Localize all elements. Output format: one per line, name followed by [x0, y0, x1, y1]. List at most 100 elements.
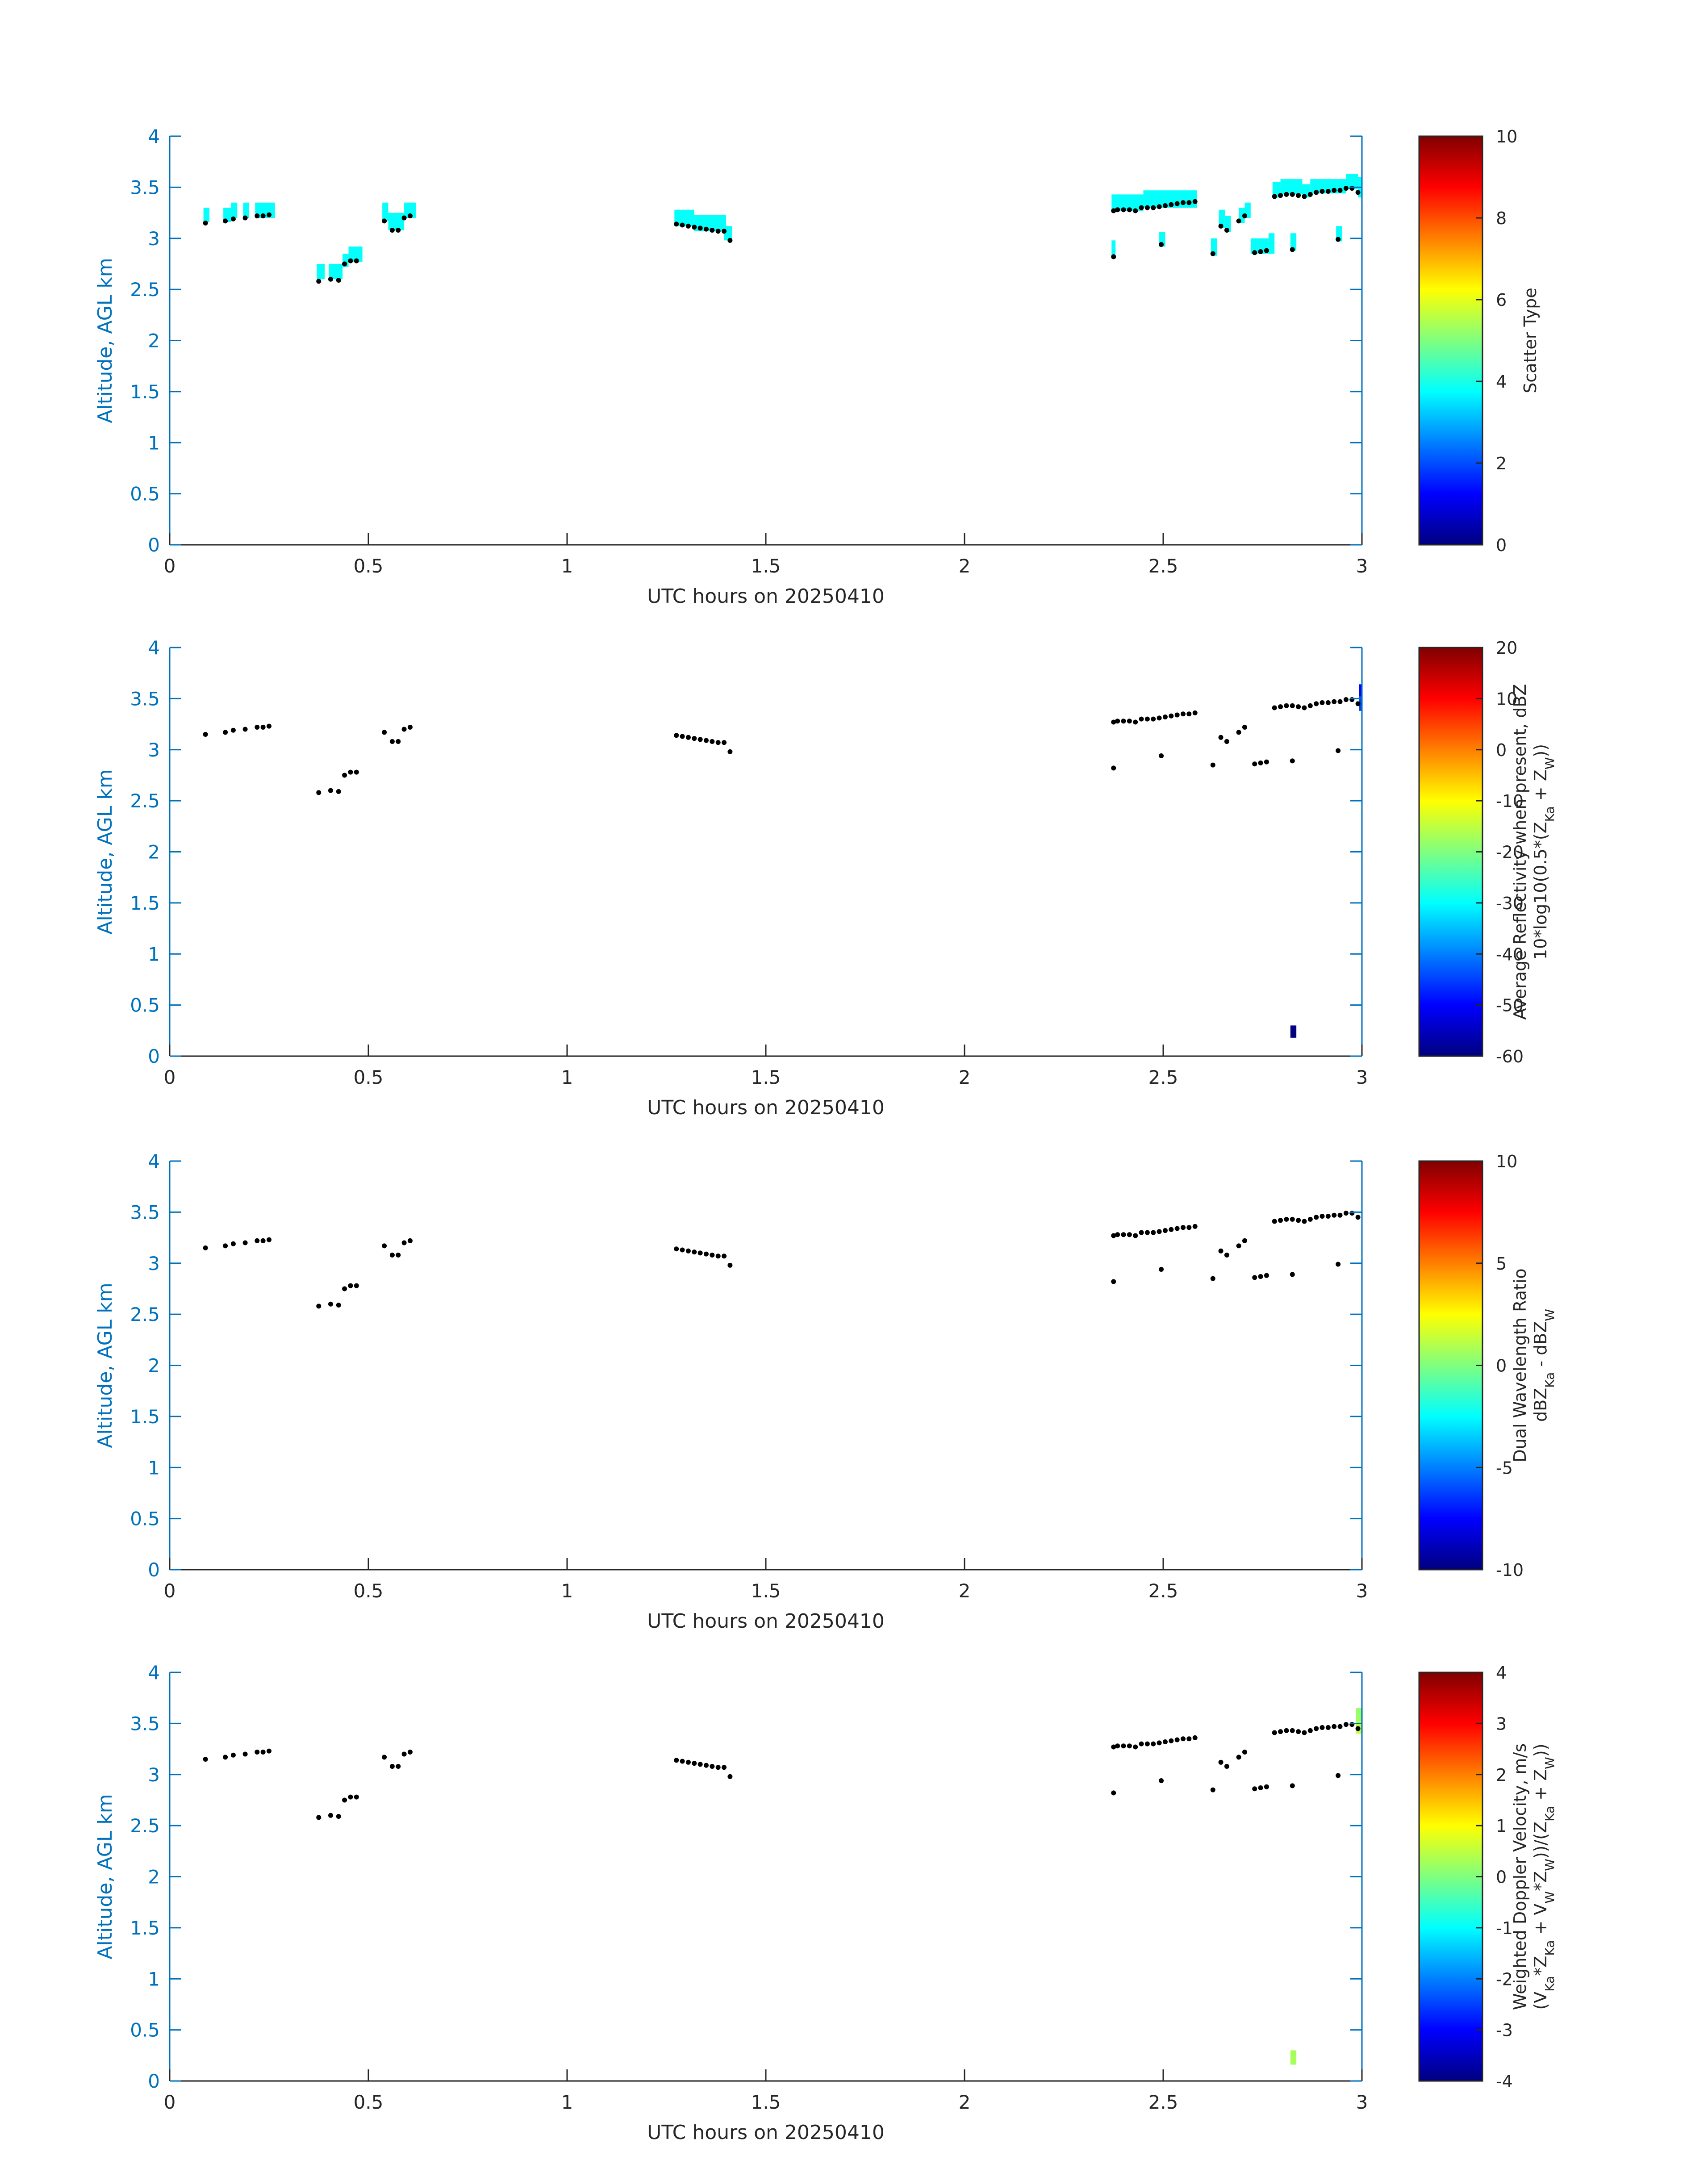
x-tick-label: 0.5	[354, 555, 384, 577]
cloud-base-point	[396, 1763, 401, 1769]
cloud-base-point	[1127, 1743, 1132, 1749]
cloud-base-point	[348, 769, 353, 775]
cloud-base-point	[1296, 704, 1301, 710]
cloud-base-point	[1181, 1225, 1186, 1230]
cloud-base-point	[1332, 699, 1337, 704]
cloud-base-point	[692, 736, 697, 741]
cloud-base-point	[685, 735, 691, 740]
cloud-base-point	[1224, 739, 1229, 744]
cloud-base-point	[1284, 1728, 1289, 1733]
cloud-base-point	[316, 279, 322, 284]
cloud-base-point	[1186, 1736, 1192, 1742]
cloud-base-point	[1133, 1744, 1138, 1750]
y-tick-label: 1	[148, 432, 160, 454]
heatmap-cell	[1290, 233, 1297, 251]
cloud-base-point	[1302, 1730, 1307, 1735]
x-tick-label: 1	[561, 2091, 573, 2113]
y-tick-label: 0	[148, 2070, 160, 2092]
cloud-base-point	[1169, 713, 1174, 719]
cloud-base-point	[1337, 1212, 1343, 1218]
cloud-base-point	[1111, 208, 1116, 213]
cloud-base-point	[1332, 1212, 1337, 1218]
cloud-base-point	[230, 1241, 236, 1246]
cloud-base-point	[727, 238, 733, 243]
cloud-base-point	[1115, 207, 1120, 213]
cloud-base-point	[1272, 194, 1277, 199]
colorbar-tick-label: -10	[1496, 791, 1524, 811]
cloud-base-point	[1144, 205, 1150, 210]
cloud-base-point	[1343, 186, 1349, 191]
cloud-base-point	[336, 789, 341, 794]
cloud-base-point	[389, 227, 395, 233]
y-axis-label: Altitude, AGL km	[94, 769, 117, 934]
x-tick-label: 2.5	[1148, 2091, 1178, 2113]
cloud-base-point	[1355, 1726, 1361, 1731]
cloud-base-point	[722, 740, 727, 745]
cloud-base-point	[230, 727, 236, 733]
y-tick-label: 2	[148, 330, 160, 352]
y-tick-label: 1.5	[130, 1406, 160, 1428]
x-axis-label: UTC hours on 20250410	[647, 2121, 885, 2144]
y-tick-label: 1.5	[130, 381, 160, 403]
y-tick-label: 3	[148, 1764, 160, 1786]
x-tick-label: 0	[164, 1580, 176, 1602]
cloud-base-point	[1290, 1272, 1295, 1277]
y-tick-label: 2	[148, 1866, 160, 1888]
y-tick-label: 4	[148, 1662, 160, 1684]
cloud-base-point	[348, 258, 353, 263]
colorbar-tick-label: -60	[1496, 1047, 1524, 1066]
cloud-base-point	[1336, 237, 1341, 242]
cloud-base-point	[1111, 1279, 1116, 1284]
cloud-base-point	[1151, 716, 1156, 722]
y-tick-label: 3	[148, 739, 160, 761]
cloud-base-point	[692, 225, 697, 230]
y-tick-label: 3.5	[130, 1201, 160, 1223]
cloud-base-point	[1236, 1243, 1241, 1249]
cloud-base-point	[1290, 1783, 1295, 1788]
y-tick-label: 1	[148, 1457, 160, 1479]
cloud-base-point	[1320, 1214, 1325, 1219]
y-tick-label: 3	[148, 228, 160, 250]
cloud-base-point	[1121, 207, 1126, 213]
cloud-base-point	[1320, 700, 1325, 706]
cloud-base-point	[1302, 1219, 1307, 1224]
cloud-base-point	[1336, 1773, 1341, 1778]
cloud-base-point	[1325, 189, 1331, 194]
cloud-base-point	[1258, 1785, 1263, 1790]
cloud-base-point	[223, 730, 228, 735]
x-tick-label: 0.5	[354, 2091, 384, 2113]
cloud-base-point	[1192, 710, 1198, 715]
cloud-base-point	[1258, 1274, 1263, 1279]
colorbar-tick-label: -4	[1496, 2072, 1513, 2091]
heatmap-cell	[1111, 240, 1116, 259]
heatmap-cell	[1219, 209, 1225, 228]
cloud-base-point	[1343, 1211, 1349, 1216]
cloud-base-point	[389, 1763, 395, 1769]
heatmap-cell	[223, 208, 231, 222]
cloud-base-point	[674, 733, 679, 738]
cloud-base-point	[1336, 748, 1341, 753]
cloud-base-point	[401, 727, 407, 732]
cloud-base-point	[722, 1254, 727, 1259]
cloud-base-point	[1151, 1230, 1156, 1235]
y-tick-label: 2	[148, 841, 160, 863]
cloud-base-point	[680, 222, 685, 228]
colorbar-label-line-2: dBZKa - dBZW	[1531, 1309, 1557, 1422]
cloud-base-point	[704, 738, 709, 743]
cloud-base-point	[1192, 199, 1198, 204]
cloud-base-point	[1159, 753, 1164, 758]
heatmap-cell	[1290, 1025, 1297, 1038]
heatmap-cell	[231, 202, 238, 218]
cloud-base-point	[348, 1283, 353, 1288]
y-tick-label: 1.5	[130, 1917, 160, 1939]
cloud-base-point	[692, 1249, 697, 1255]
cloud-base-point	[1174, 201, 1180, 206]
x-tick-label: 0.5	[354, 1580, 384, 1602]
heatmap-cell	[1359, 684, 1362, 697]
cloud-base-point	[710, 1763, 715, 1769]
cloud-base-point	[1290, 192, 1295, 197]
cloud-base-point	[1127, 207, 1132, 213]
heatmap-cell	[382, 202, 388, 221]
cloud-base-point	[230, 216, 236, 221]
colorbar-gradient	[1418, 1671, 1483, 2082]
